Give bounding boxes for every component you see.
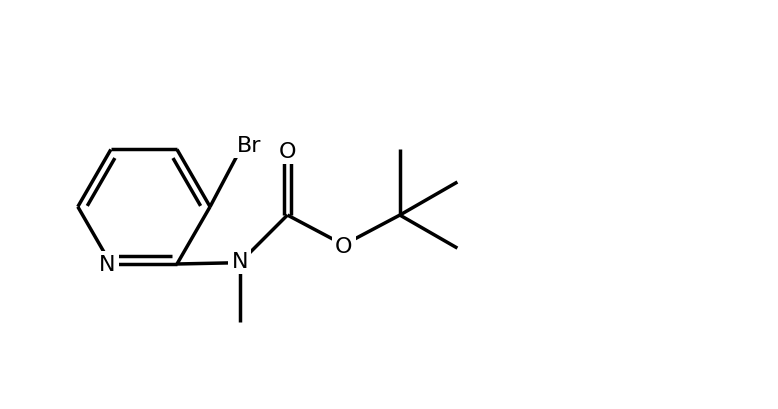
Text: O: O (279, 142, 296, 162)
Text: O: O (335, 237, 352, 257)
Text: Br: Br (237, 136, 261, 156)
Text: N: N (99, 254, 115, 274)
Text: N: N (232, 252, 248, 272)
